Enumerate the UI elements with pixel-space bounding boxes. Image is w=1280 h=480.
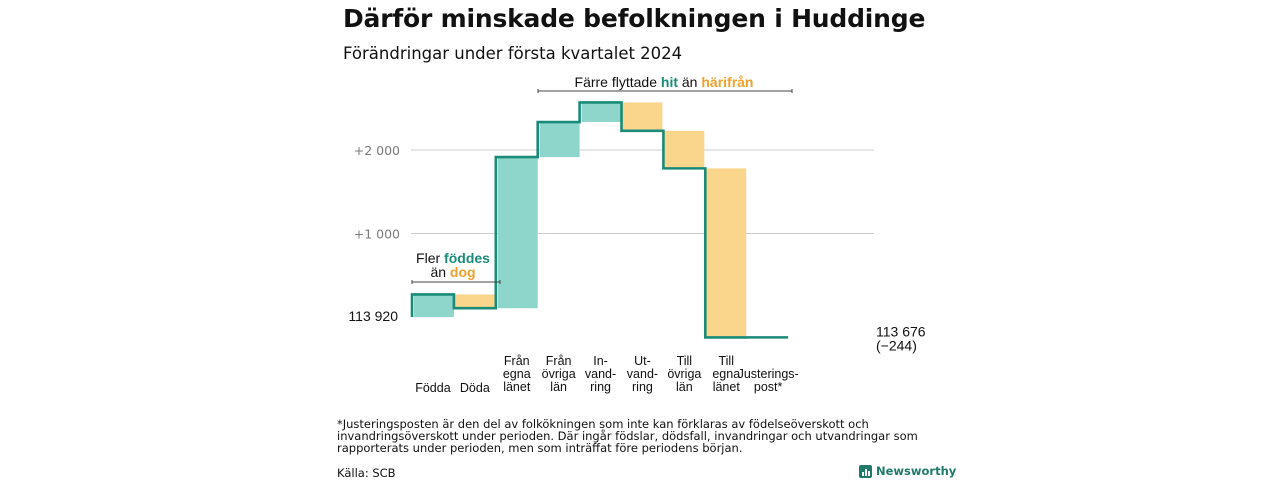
births-annotation-line2: än dog xyxy=(430,264,475,280)
end-change-label: (−244) xyxy=(876,337,917,353)
y-tick-label: +1 000 xyxy=(354,227,400,242)
waterfall-bar-3 xyxy=(497,157,538,309)
category-label: Födda xyxy=(415,381,450,395)
footnote: *Justeringsposten är den del av folkökni… xyxy=(337,417,918,455)
waterfall-bar-6 xyxy=(622,102,663,131)
category-label: In-vand-ring xyxy=(585,354,616,394)
category-label: Ut-vand-ring xyxy=(627,354,658,394)
waterfall-bar-1 xyxy=(414,294,454,317)
waterfall-bar-7 xyxy=(664,130,705,169)
waterfall-bar-2 xyxy=(454,294,495,309)
category-label: Från egna länet xyxy=(503,354,531,394)
category-label: Till övriga län xyxy=(667,354,701,394)
moves-annotation: Färre flyttade hit än härifrån xyxy=(575,74,754,90)
waterfall-bar-5 xyxy=(581,102,622,123)
category-label: Från övriga län xyxy=(542,354,576,394)
waterfall-chart: +1 000 +2 000 113 920 Födda Döda Från egna läne… xyxy=(348,74,926,395)
y-tick-label: +2 000 xyxy=(354,143,400,158)
brand: Newsworthy xyxy=(859,464,956,478)
newsworthy-logo-icon xyxy=(859,464,872,478)
end-value-label: 113 676 xyxy=(876,323,926,339)
brand-name: Newsworthy xyxy=(876,464,957,478)
waterfall-bar-4 xyxy=(539,122,580,158)
moves-bracket xyxy=(537,89,793,93)
waterfall-bar-8 xyxy=(706,168,747,338)
births-bracket xyxy=(411,280,501,284)
category-label: Till egna länet xyxy=(712,354,740,394)
source-note: Källa: SCB xyxy=(337,466,396,480)
category-label: Döda xyxy=(460,381,490,395)
births-annotation-line1: Fler föddes xyxy=(416,250,490,266)
chart-title: Därför minskade befolkningen i Huddinge xyxy=(343,4,926,33)
start-value-label: 113 920 xyxy=(348,308,398,324)
cumulative-line xyxy=(410,101,789,339)
chart-subtitle: Förändringar under första kvartalet 2024 xyxy=(343,44,683,63)
category-label: Justerings-post* xyxy=(738,367,799,394)
